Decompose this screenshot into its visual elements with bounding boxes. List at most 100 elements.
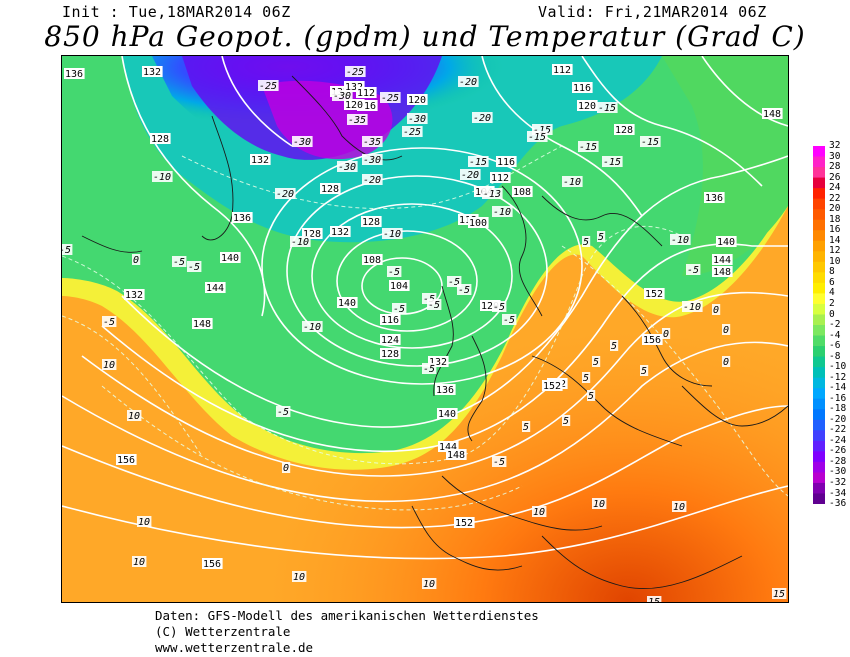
svg-text:152: 152 <box>645 289 663 300</box>
svg-text:-30: -30 <box>333 91 351 102</box>
colorbar-segment <box>813 388 825 400</box>
svg-text:156: 156 <box>117 455 135 466</box>
colorbar-segment <box>813 240 825 252</box>
svg-text:140: 140 <box>221 253 239 264</box>
colorbar-segment <box>813 335 825 347</box>
temperature-label: -30 <box>337 161 358 173</box>
colorbar-tick-label: 32 <box>829 140 841 151</box>
svg-text:112: 112 <box>491 173 509 184</box>
svg-text:-25: -25 <box>381 93 399 104</box>
colorbar-segment <box>813 293 825 305</box>
geopotential-label: 140 <box>337 297 358 309</box>
colorbar-tick-label: -24 <box>829 434 847 446</box>
geopotential-label: 152 <box>454 517 475 529</box>
temperature-label: 5 <box>610 340 619 352</box>
temperature-label: 0 <box>712 304 721 316</box>
temperature-label: 15 <box>772 588 787 600</box>
svg-text:-5: -5 <box>458 285 470 296</box>
svg-text:-10: -10 <box>493 207 511 218</box>
footer-url[interactable]: www.wetterzentrale.de <box>155 640 314 655</box>
temperature-label: 5 <box>562 415 571 427</box>
svg-text:120: 120 <box>481 301 499 312</box>
colorbar-segment <box>813 198 825 210</box>
colorbar-tick-label: 10 <box>829 255 841 267</box>
geopotential-label: 120 <box>577 100 598 112</box>
svg-text:132: 132 <box>125 290 143 301</box>
svg-text:128: 128 <box>362 217 380 228</box>
temperature-label: -20 <box>460 169 481 181</box>
svg-text:5: 5 <box>583 373 589 384</box>
colorbar-tick-label: -10 <box>829 361 847 373</box>
colorbar-tick-label: 28 <box>829 161 841 173</box>
svg-text:10: 10 <box>293 572 305 583</box>
colorbar-tick-label: -30 <box>829 466 847 478</box>
temperature-label: -5 <box>102 316 117 328</box>
colorbar-segment <box>813 472 825 484</box>
coastlines <box>81 75 788 590</box>
geopotential-label: 148 <box>446 449 467 461</box>
geopotential-isolines <box>62 56 788 560</box>
temperature-label: -25 <box>402 126 423 138</box>
svg-text:132: 132 <box>143 67 161 78</box>
colorbar-tick-label: 4 <box>829 287 835 299</box>
svg-text:148: 148 <box>447 450 465 461</box>
colorbar-tick-label: 14 <box>829 234 841 246</box>
temperature-label: 5 <box>640 365 649 377</box>
geopotential-label: 108 <box>512 186 533 198</box>
temperature-label: -30 <box>332 90 353 102</box>
svg-text:-5: -5 <box>188 262 200 273</box>
svg-text:5: 5 <box>588 391 594 402</box>
svg-text:140: 140 <box>338 298 356 309</box>
svg-text:-5: -5 <box>388 267 400 278</box>
temperature-label: 10 <box>102 359 117 371</box>
svg-text:128: 128 <box>321 184 339 195</box>
svg-text:-5: -5 <box>62 245 71 256</box>
svg-text:-15: -15 <box>469 157 487 168</box>
footer-data-source: Daten: GFS-Modell des amerikanischen Wet… <box>155 608 539 623</box>
colorbar-segment <box>813 493 825 505</box>
svg-text:-13: -13 <box>483 189 501 200</box>
svg-text:140: 140 <box>438 409 456 420</box>
geopotential-label: 120 <box>344 99 365 111</box>
temperature-label: 10 <box>592 498 607 510</box>
colorbar-tick-label: 0 <box>829 308 835 320</box>
colorbar-tick-label: 2 <box>829 297 835 309</box>
svg-text:144: 144 <box>713 255 731 266</box>
svg-text:-25: -25 <box>403 127 421 138</box>
svg-text:5: 5 <box>593 357 599 368</box>
svg-text:-25: -25 <box>346 67 364 78</box>
svg-text:10: 10 <box>103 360 115 371</box>
svg-text:136: 136 <box>705 193 723 204</box>
geopotential-label: 132 <box>344 81 365 93</box>
svg-text:-5: -5 <box>448 277 460 288</box>
svg-text:-20: -20 <box>276 189 294 200</box>
svg-text:108: 108 <box>513 187 531 198</box>
svg-text:-30: -30 <box>408 114 426 125</box>
weather-map: 1361321281321321321361401441481401321281… <box>61 55 789 603</box>
colorbar-tick-label: 18 <box>829 213 841 225</box>
colorbar-tick-label: -6 <box>829 340 841 352</box>
init-time-label: Init : Tue,18MAR2014 06Z <box>62 3 291 21</box>
temperature-label: -5 <box>427 299 442 311</box>
temperature-label: -5 <box>492 301 507 313</box>
colorbar-tick-label: 24 <box>829 182 841 194</box>
geopotential-label: 152 <box>542 380 563 392</box>
temperature-label: 0 <box>722 324 731 336</box>
temperature-label: -5 <box>457 284 472 296</box>
svg-text:120: 120 <box>345 100 363 111</box>
colorbar-segment <box>813 430 825 442</box>
svg-text:-5: -5 <box>103 317 115 328</box>
geopotential-label: 132 <box>428 356 449 368</box>
svg-text:144: 144 <box>206 283 224 294</box>
colorbar-tick-label: -20 <box>829 413 847 425</box>
svg-text:156: 156 <box>643 335 661 346</box>
geopotential-label: 156 <box>116 454 137 466</box>
temperature-label: 0 <box>282 462 291 474</box>
svg-text:-10: -10 <box>563 177 581 188</box>
colorbar-tick-label: 30 <box>829 150 841 162</box>
temperature-label: -25 <box>380 92 401 104</box>
geopotential-label: 156 <box>642 334 663 346</box>
colorbar-tick-label: -22 <box>829 424 847 436</box>
svg-text:-5: -5 <box>423 364 435 375</box>
colorbar-tick-label: 8 <box>829 266 835 278</box>
